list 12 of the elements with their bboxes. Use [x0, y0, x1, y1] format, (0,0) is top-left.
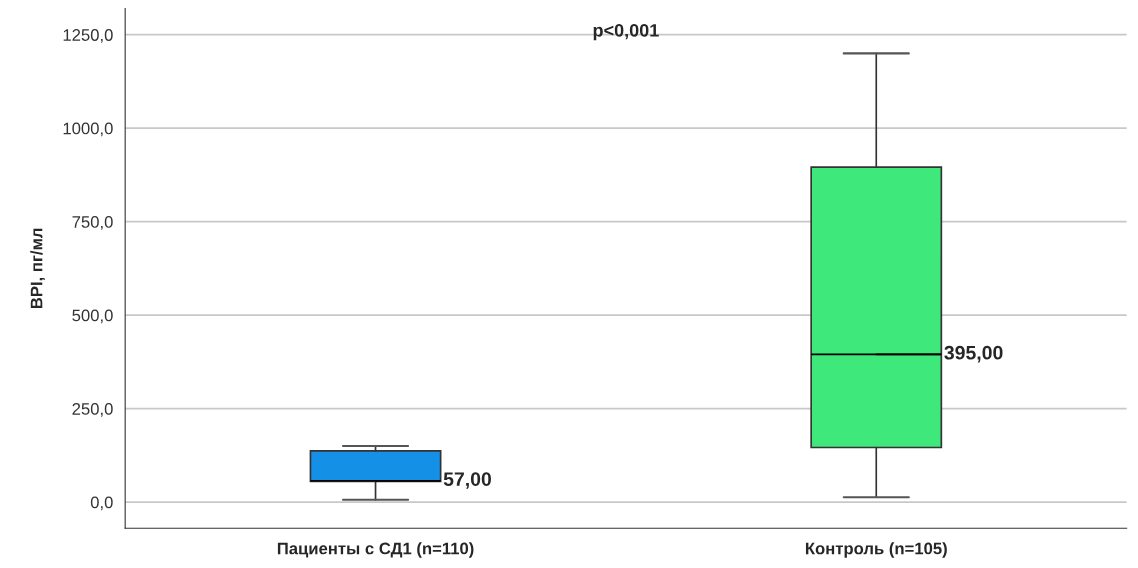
y-tick-label: 1000,0: [63, 122, 113, 137]
y-axis-title: BPI, пг/мл: [30, 228, 45, 309]
annotation: 57,00: [443, 472, 491, 489]
x-tick-label: Пациенты с СД1 (n=110): [277, 542, 474, 558]
y-tick-label: 0,0: [90, 496, 113, 511]
y-tick-label: 250,0: [72, 402, 113, 417]
y-tick-label: 1250,0: [63, 29, 113, 43]
annotation: p<0,001: [593, 23, 659, 41]
y-tick-label: 500,0: [72, 309, 113, 324]
y-tick-label: 750,0: [72, 216, 113, 230]
x-tick-label: Контроль (n=105): [805, 542, 947, 558]
annotation: 395,00: [944, 345, 1003, 363]
